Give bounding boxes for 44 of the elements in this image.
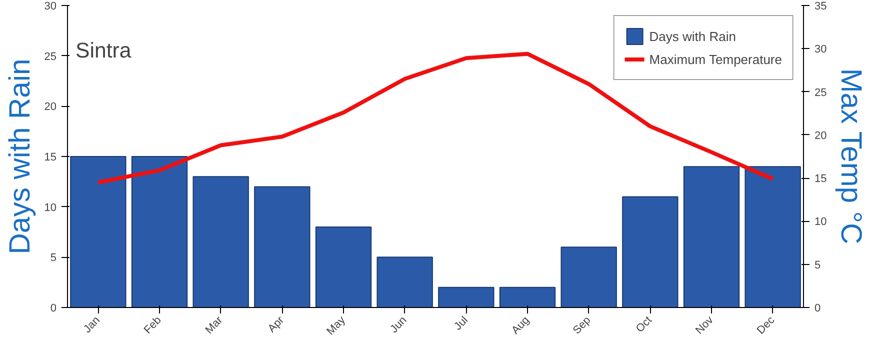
bar [70,156,126,308]
y2-axis-title: Max Temp °C [834,68,868,244]
text: Sintra [76,38,132,62]
x-tick-label: Jun [388,314,410,336]
x-tick-label: Jan [82,314,102,336]
y2-tick-label: 25 [814,86,827,99]
x-tick-label: Mar [203,314,226,336]
y2-tick-label: 5 [814,259,821,272]
y-tick-label: 15 [44,152,57,164]
bar [744,166,801,308]
bar [438,286,494,308]
x-tick-label: Dec [754,314,778,337]
y2-tick-label: 15 [814,173,827,186]
x-tick-label: Feb [142,314,164,336]
y2-tick-label: 30 [814,44,827,56]
bar [622,196,678,308]
x-tick-label: Nov [694,314,716,337]
x-tick-label: Sep [570,314,594,337]
bar [560,246,617,308]
y-tick-label: 25 [44,50,57,63]
bar [131,156,188,308]
x-tick-label: Apr [266,314,287,335]
y-axis-title: Days with Rain [3,58,36,254]
bar [192,176,249,308]
bar [254,186,310,308]
legend-label: Maximum Temperature [649,52,782,66]
y2-tick-label: 35 [814,0,827,12]
bar [683,166,740,308]
y-tick-label: 10 [44,202,57,214]
y2-tick-label: 10 [814,216,827,228]
y-tick-label: 5 [50,252,57,264]
x-tick-label: May [324,314,348,338]
y-tick-label: 30 [44,0,57,12]
y2-tick-label: 20 [814,130,827,142]
y2-tick-label: 0 [814,302,821,314]
y-tick-label: 20 [44,101,57,114]
legend-label: Days with Rain [649,28,736,44]
y-tick-label: 0 [50,302,57,314]
bar [376,256,433,308]
x-tick-label: Oct [634,314,654,335]
x-tick-label: Jul [452,314,470,333]
bar [315,226,372,308]
x-tick-label: Aug [510,314,532,337]
bar [499,286,556,308]
